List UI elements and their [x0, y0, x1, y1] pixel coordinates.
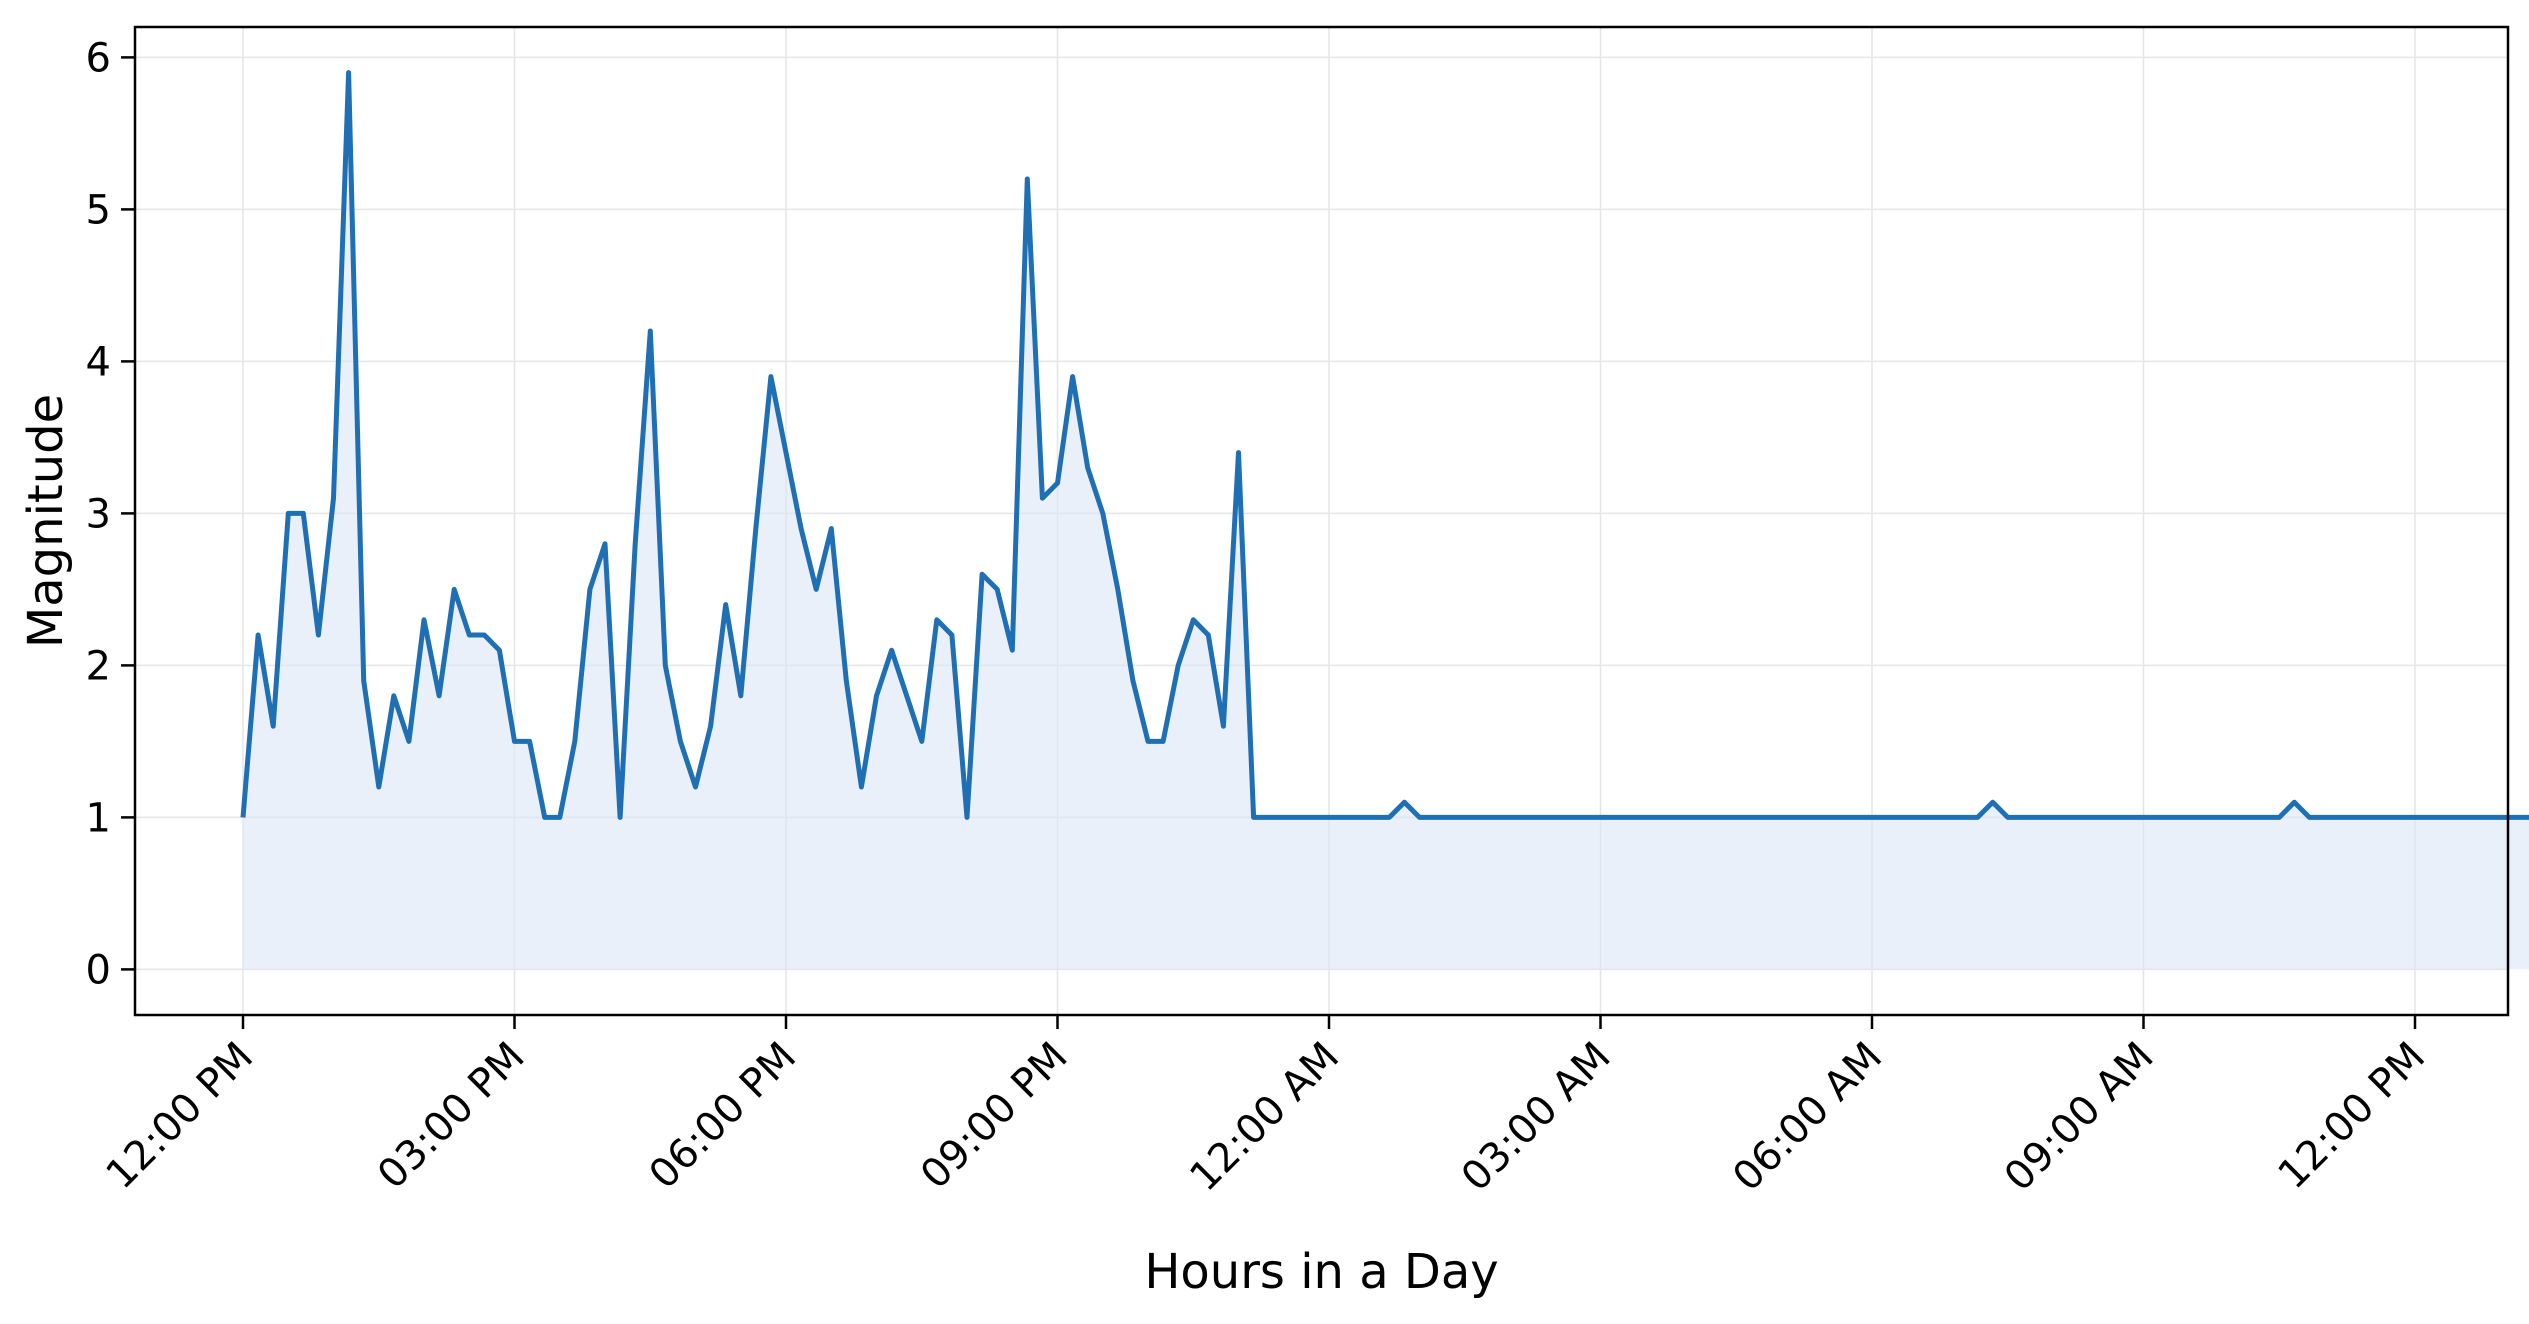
y-tick-label: 5	[86, 187, 111, 233]
y-tick-label: 6	[86, 35, 111, 81]
y-tick-label: 1	[86, 795, 111, 841]
area-fill	[243, 72, 2529, 970]
y-tick-label: 4	[86, 339, 111, 385]
x-axis-title: Hours in a Day	[1144, 1244, 1498, 1300]
y-tick-label: 2	[86, 643, 111, 689]
x-tick-label: 09:00 PM	[912, 1034, 1076, 1198]
x-tick-label: 12:00 AM	[1181, 1034, 1348, 1201]
x-tick-label: 06:00 PM	[641, 1034, 805, 1198]
y-tick-label: 3	[86, 491, 111, 537]
y-axis: 0 1 2 3 4 5 6	[86, 35, 135, 993]
x-tick-label: 06:00 AM	[1724, 1034, 1891, 1201]
x-tick-label: 03:00 AM	[1453, 1034, 1620, 1201]
x-tick-label: 09:00 AM	[1996, 1034, 2163, 1201]
plot-frame	[133, 25, 2510, 1017]
x-axis: 12:00 PM 03:00 PM 06:00 PM 09:00 PM 12:00 AM…	[98, 1015, 2434, 1200]
y-axis-title: Magnitude	[18, 394, 74, 648]
x-tick-label: 12:00 PM	[2270, 1034, 2434, 1198]
y-tick-label: 0	[86, 947, 111, 993]
x-tick-label: 12:00 PM	[98, 1034, 262, 1198]
series-line	[240, 70, 2529, 820]
x-tick-label: 03:00 PM	[369, 1034, 533, 1198]
